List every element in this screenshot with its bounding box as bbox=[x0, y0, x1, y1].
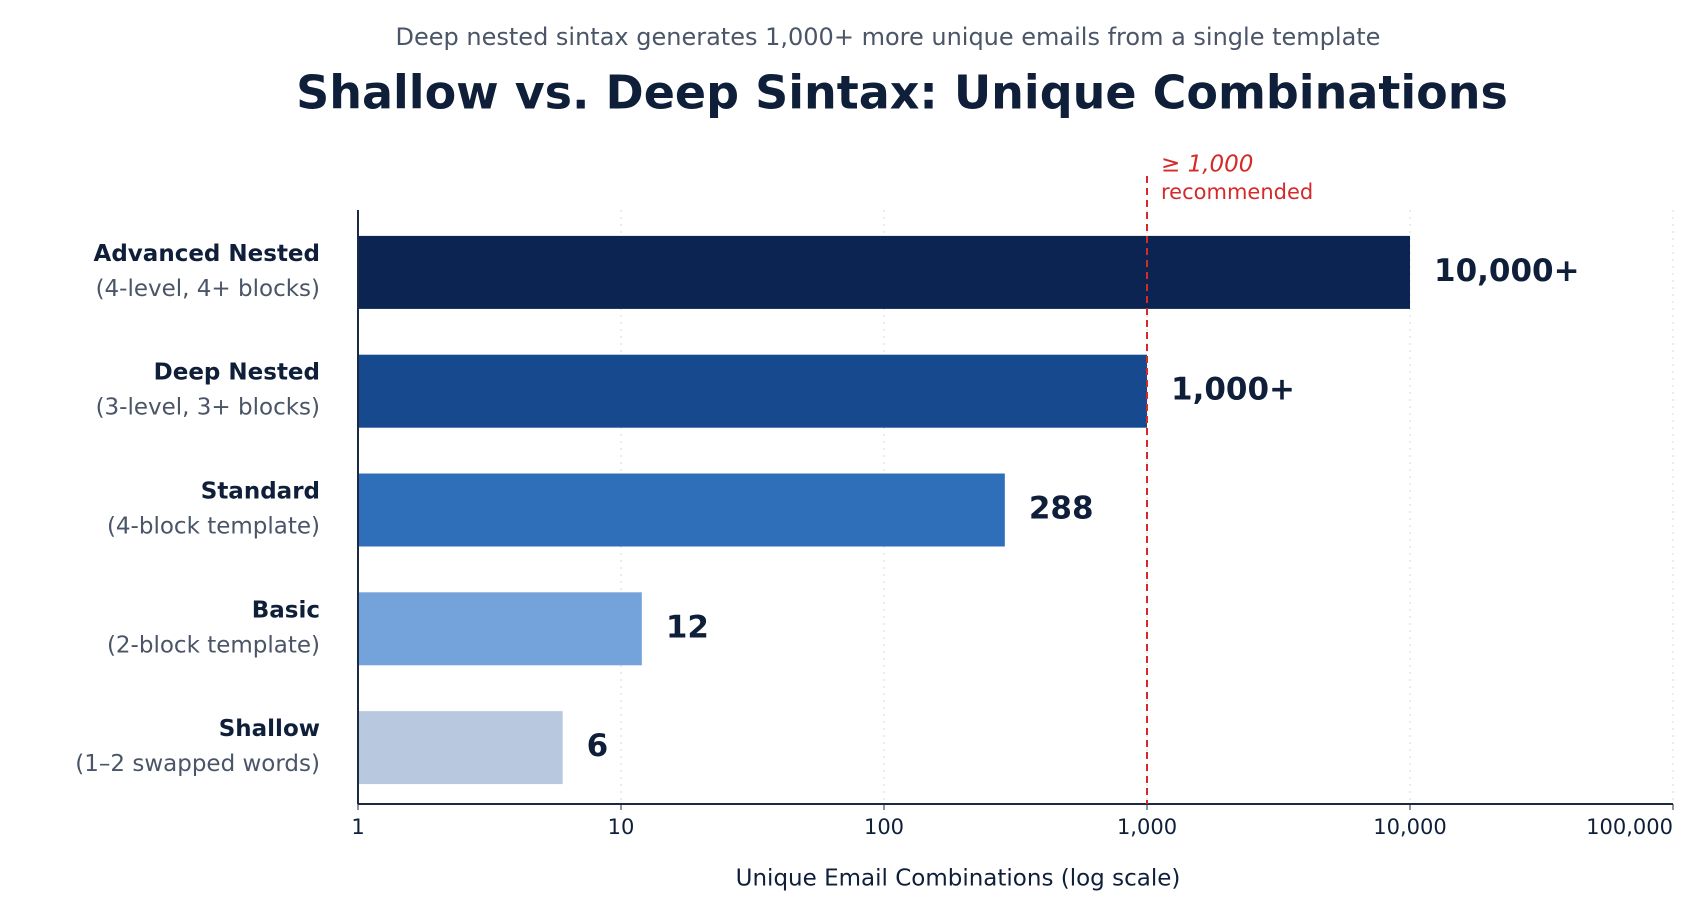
category-detail: (4-level, 4+ blocks) bbox=[96, 276, 320, 302]
chart-title: Shallow vs. Deep Sintax: Unique Combinat… bbox=[296, 66, 1508, 120]
category-detail: (2-block template) bbox=[107, 632, 320, 658]
value-label: 288 bbox=[1029, 491, 1094, 527]
category-detail: (4-block template) bbox=[107, 514, 320, 540]
category-detail: (3-level, 3+ blocks) bbox=[96, 395, 320, 421]
value-label: 12 bbox=[666, 609, 709, 645]
value-label: 1,000+ bbox=[1171, 372, 1295, 408]
x-tick-label: 100 bbox=[864, 815, 904, 839]
x-tick-label: 100,000 bbox=[1586, 815, 1673, 839]
reference-note: recommended bbox=[1161, 180, 1313, 204]
bar bbox=[358, 473, 1005, 547]
x-tick-label: 10,000 bbox=[1373, 815, 1446, 839]
bar bbox=[358, 235, 1410, 309]
x-tick-label: 1 bbox=[351, 815, 364, 839]
x-axis-label: Unique Email Combinations (log scale) bbox=[736, 866, 1181, 892]
value-label: 10,000+ bbox=[1434, 253, 1580, 289]
category-label: Deep Nested bbox=[154, 360, 320, 386]
category-label: Basic bbox=[252, 597, 320, 623]
category-label: Shallow bbox=[219, 716, 320, 742]
category-label: Advanced Nested bbox=[94, 241, 320, 267]
category-detail: (1–2 swapped words) bbox=[75, 751, 320, 777]
bar bbox=[358, 592, 642, 666]
x-tick-label: 10 bbox=[608, 815, 635, 839]
x-tick-label: 1,000 bbox=[1117, 815, 1177, 839]
reference-label: ≥ 1,000 bbox=[1161, 152, 1253, 178]
value-label: 6 bbox=[587, 728, 609, 764]
bar bbox=[358, 711, 563, 785]
bar bbox=[358, 354, 1147, 428]
chart-subtitle: Deep nested sintax generates 1,000+ more… bbox=[396, 23, 1381, 51]
category-label: Standard bbox=[201, 479, 320, 505]
